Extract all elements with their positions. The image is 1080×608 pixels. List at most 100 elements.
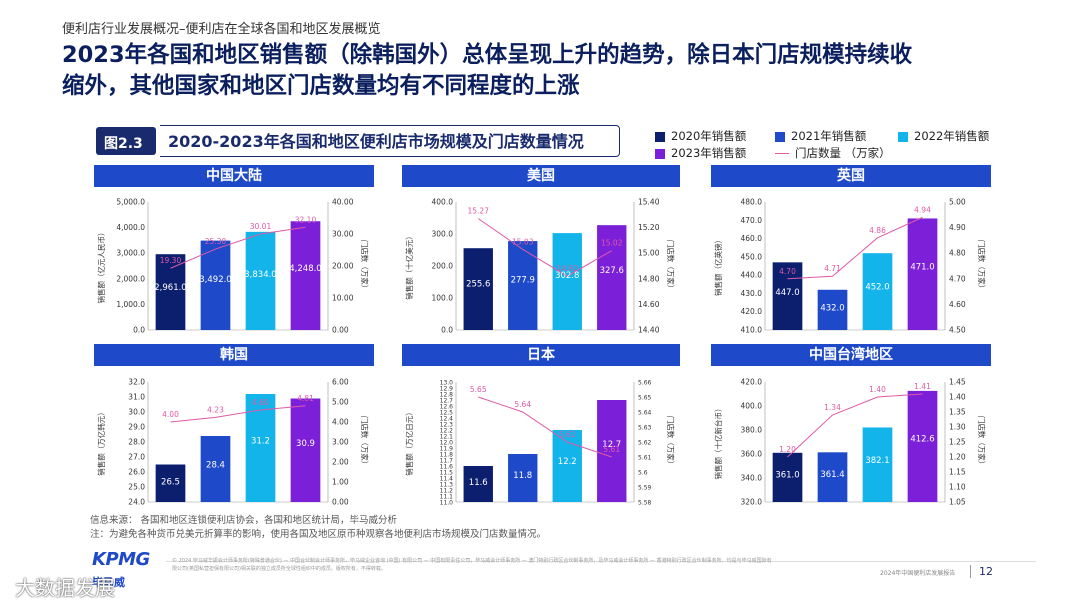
bar-2022 [552, 233, 582, 330]
y2-tick-label: 1.35 [949, 408, 966, 417]
y-tick-label: 25.0 [128, 483, 145, 492]
y-tick-label: 430.0 [741, 289, 763, 298]
bar-value-label: 452.0 [865, 282, 889, 292]
store-value-label: 1.40 [869, 385, 886, 394]
y-tick-label: 450.0 [741, 252, 763, 261]
source-line-2: 注：为避免各种货币兑美元折算率的影响，使用各国及地区原币种观察各地便利店市场规模… [90, 529, 547, 540]
y2-tick-label: 14.80 [638, 274, 660, 283]
y-tick-label: 420.0 [741, 307, 763, 316]
bar-value-label: 26.5 [161, 477, 180, 487]
y-tick-label: 31.0 [128, 393, 145, 402]
figure-number: 图2.3 [104, 136, 143, 152]
y-tick-label: 3,000.0 [116, 249, 145, 258]
y-tick-label: 12.9 [440, 386, 454, 393]
bar-value-label: 2,961.0 [154, 283, 186, 293]
y-tick-label: 11.0 [440, 500, 454, 507]
store-value-label: 5.61 [603, 445, 620, 454]
y2-tick-label: 5.58 [638, 500, 652, 507]
bar-value-label: 327.6 [600, 266, 624, 276]
y-tick-label: 11.3 [440, 482, 454, 489]
y-tick-label: 400.0 [741, 402, 763, 411]
legend-swatch-2021 [775, 131, 785, 142]
panel-header-usa: 美国 [402, 165, 680, 187]
y-tick-label: 28.0 [128, 438, 145, 447]
y-tick-label: 460.0 [741, 234, 763, 243]
store-value-label: 1.41 [914, 382, 931, 391]
y-tick-label: 29.0 [128, 423, 145, 432]
legend-swatch-2023 [655, 148, 665, 159]
y2-tick-label: 1.00 [332, 478, 349, 487]
bar-2023 [907, 390, 938, 502]
y2-tick-label: 5.64 [638, 410, 652, 417]
bar-value-label: 3,492.0 [199, 275, 231, 285]
y2-tick-label: 1.10 [949, 483, 966, 492]
y-tick-label: 11.8 [440, 452, 454, 459]
y-axis-title: 销售额（十亿美元） [404, 232, 414, 300]
bar-2021 [817, 289, 848, 330]
chart-mainland: 0.0 1,000.0 2,000.0 3,000.0 4,000.0 5,000.0 0.… [96, 198, 370, 335]
store-value-label: 1.34 [824, 403, 841, 412]
bar-value-label: 302.8 [555, 271, 579, 281]
bar-2021 [200, 240, 231, 330]
figure-number-box [96, 127, 156, 155]
bar-value-label: 12.2 [558, 457, 577, 467]
y-tick-label: 32.0 [128, 378, 145, 387]
legend-swatch-2020 [655, 131, 665, 142]
store-value-label: 15.02 [601, 239, 623, 248]
legend-2021: 2021年销售额 [775, 128, 866, 144]
y2-tick-label: 1.25 [949, 438, 966, 447]
chart-usa: 0.0 100.0 200.0 300.0 400.0 14.40 14.60 14.80 15… [404, 198, 676, 335]
store-value-label: 5.65 [470, 385, 487, 394]
store-value-label: 4.60 [252, 398, 269, 407]
bar-2023 [907, 218, 938, 330]
bar-value-label: 3,834.0 [244, 270, 276, 280]
legal-disclaimer: © 2024 毕马威华振会计师事务所(特殊普通合伙) — 中国合伙制会计师事务所… [172, 558, 772, 572]
y2-tick-label: 4.70 [949, 274, 966, 283]
bar-2020 [463, 466, 493, 502]
bar-2020 [155, 254, 186, 330]
bar-2022 [862, 253, 893, 330]
y-tick-label: 12.6 [440, 404, 454, 411]
y-tick-label: 12.4 [440, 416, 454, 423]
store-value-label: 30.01 [250, 222, 272, 231]
y2-tick-label: 4.90 [949, 223, 966, 232]
store-value-label: 4.86 [869, 226, 886, 235]
legend-stores: 门店数量 （万家） [775, 145, 891, 161]
legend-2022: 2022年销售额 [898, 128, 989, 144]
page-headline: 2023年各国和地区销售额（除韩国外）总体呈现上升的趋势，除日本门店规模持续收 … [62, 40, 1022, 102]
y2-axis-title: 门店数（万家） [977, 416, 987, 469]
y2-tick-label: 1.20 [949, 453, 966, 462]
bar-2020 [772, 452, 803, 502]
legend-label-2021: 2021年销售额 [791, 129, 867, 143]
y-tick-label: 11.9 [440, 446, 454, 453]
y-tick-label: 200.0 [432, 262, 454, 271]
y2-tick-label: 14.60 [638, 300, 660, 309]
y-tick-label: 360.0 [741, 450, 763, 459]
bar-2020 [155, 464, 186, 502]
y-tick-label: 12.8 [440, 392, 454, 399]
chart-japan: 11.011.111.211.311.411.511.611.711.811.9… [404, 380, 676, 507]
y2-tick-label: 15.00 [638, 249, 660, 258]
bar-2023 [290, 221, 321, 330]
source-note: 信息来源： 各国和地区连锁便利店协会，各国和地区统计局，毕马威分析 注：为避免各… [90, 514, 546, 542]
y2-tick-label: 5.00 [332, 398, 349, 407]
figure-title-box: 2020-2023年各国和地区便利店市场规模及门店数量情况 [160, 125, 620, 157]
bar-value-label: 361.4 [820, 470, 844, 480]
y-tick-label: 380.0 [741, 426, 763, 435]
y2-tick-label: 5.61 [638, 455, 652, 462]
legend-2023: 2023年销售额 [655, 145, 746, 161]
bar-value-label: 12.7 [602, 440, 621, 450]
report-name: 2024年中国便利店发展报告 [880, 570, 956, 577]
y2-tick-label: 0.00 [332, 326, 349, 335]
bar-2021 [817, 452, 848, 502]
panel-header-mainland: 中国大陆 [94, 165, 374, 187]
bar-2023 [597, 225, 627, 330]
y-axis-title: 销售额（万亿日元） [404, 408, 414, 476]
bar-2023 [290, 398, 321, 502]
headline-line-2: 缩外，其他国家和地区门店数量均有不同程度的上涨 [62, 73, 580, 99]
y-tick-label: 340.0 [741, 474, 763, 483]
stores-line [787, 216, 923, 280]
y-tick-label: 12.7 [440, 398, 454, 405]
legend-label-2020: 2020年销售额 [671, 129, 747, 143]
panel-header-taiwan: 中国台湾地区 [711, 344, 991, 366]
